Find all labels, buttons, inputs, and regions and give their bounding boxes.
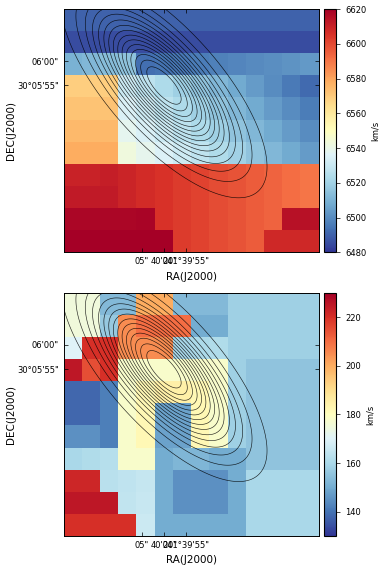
Y-axis label: km/s: km/s — [371, 120, 380, 141]
Y-axis label: km/s: km/s — [365, 404, 374, 425]
X-axis label: RA(J2000): RA(J2000) — [165, 272, 217, 282]
X-axis label: RA(J2000): RA(J2000) — [165, 556, 217, 565]
Y-axis label: DEC(J2000): DEC(J2000) — [6, 101, 16, 160]
Y-axis label: DEC(J2000): DEC(J2000) — [6, 385, 16, 444]
